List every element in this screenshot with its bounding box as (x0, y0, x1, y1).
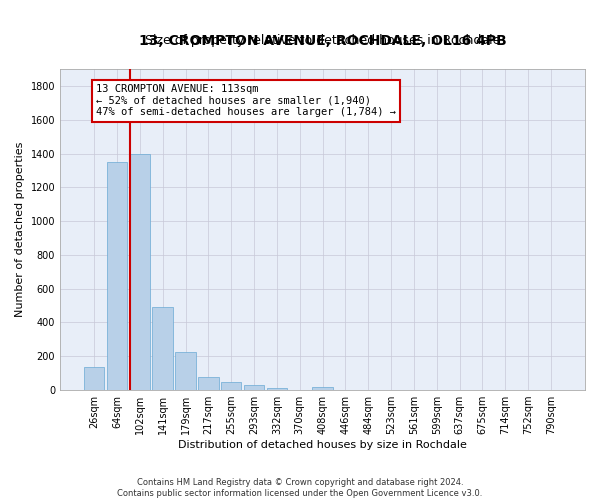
Bar (175, 352, 196, 390)
Bar (84, 368, 104, 390)
Bar (266, 388, 287, 390)
X-axis label: Distribution of detached houses by size in Rochdale: Distribution of detached houses by size … (178, 440, 467, 450)
Bar (152, 308, 173, 390)
Text: 13 CROMPTON AVENUE: 113sqm
← 52% of detached houses are smaller (1,940)
47% of s: 13 CROMPTON AVENUE: 113sqm ← 52% of deta… (96, 84, 396, 117)
Bar (107, 162, 127, 390)
Y-axis label: Number of detached properties: Number of detached properties (15, 142, 25, 317)
Title: Size of property relative to detached houses in Rochdale: Size of property relative to detached ho… (145, 34, 500, 47)
Bar (312, 386, 333, 390)
Bar (221, 382, 241, 390)
Bar (198, 378, 218, 390)
Text: Contains HM Land Registry data © Crown copyright and database right 2024.
Contai: Contains HM Land Registry data © Crown c… (118, 478, 482, 498)
Bar (244, 386, 264, 390)
Text: 13, CROMPTON AVENUE, ROCHDALE, OL16 4PB: 13, CROMPTON AVENUE, ROCHDALE, OL16 4PB (139, 34, 506, 48)
Bar (130, 154, 150, 390)
